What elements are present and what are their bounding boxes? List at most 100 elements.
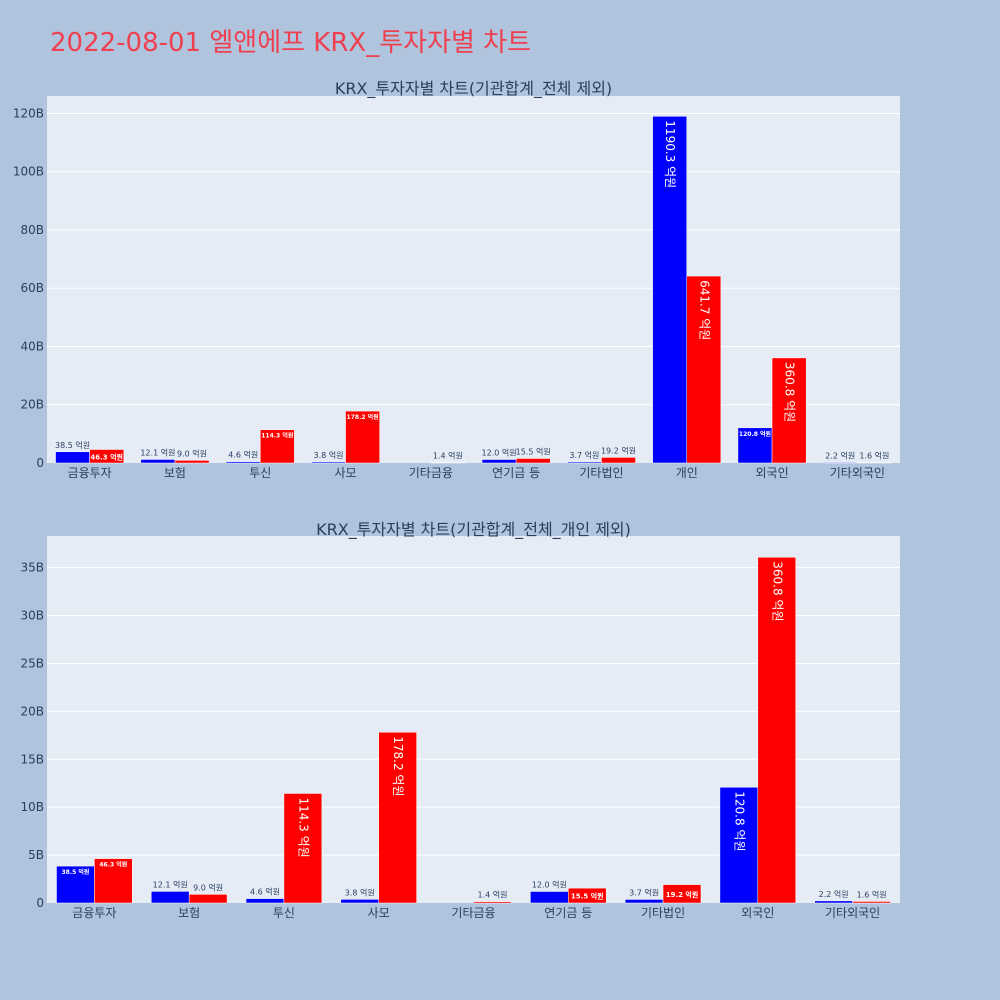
data-label: 46.3 억원 bbox=[99, 861, 127, 869]
x-tick-label: 기타외국인 bbox=[825, 906, 880, 920]
bar[interactable] bbox=[624, 899, 664, 904]
y-tick-label: 20B bbox=[20, 398, 44, 412]
x-tick-label: 금융투자 bbox=[68, 466, 112, 480]
bar[interactable] bbox=[771, 357, 807, 464]
data-label: 9.0 억원 bbox=[177, 448, 207, 458]
bar[interactable] bbox=[530, 891, 569, 904]
x-tick-label: 투신 bbox=[249, 466, 271, 480]
data-label: 9.0 억원 bbox=[193, 882, 223, 892]
data-label: 360.8 억원 bbox=[770, 561, 784, 621]
data-label: 1190.3 억원 bbox=[663, 120, 677, 188]
bar[interactable] bbox=[188, 894, 228, 904]
y-tick-label: 30B bbox=[20, 609, 44, 623]
y-tick-label: 120B bbox=[13, 106, 44, 120]
bar[interactable] bbox=[89, 449, 125, 464]
x-tick-label: 연기금 등 bbox=[492, 466, 540, 480]
y-tick-label: 10B bbox=[20, 800, 44, 814]
bar[interactable] bbox=[94, 858, 133, 904]
data-label: 1.4 억원 bbox=[477, 890, 507, 900]
x-tick-label: 기타금융 bbox=[451, 906, 495, 920]
data-label: 114.3 억원 bbox=[261, 432, 293, 440]
plot-area bbox=[47, 96, 900, 463]
data-label: 12.1 억원 bbox=[153, 879, 188, 889]
x-tick-label: 기타법인 bbox=[579, 466, 623, 480]
data-label: 3.8 억원 bbox=[345, 887, 375, 897]
data-label: 4.6 억원 bbox=[250, 887, 280, 897]
data-label: 120.8 억원 bbox=[739, 430, 771, 438]
y-tick-label: 20B bbox=[20, 704, 44, 718]
x-tick-label: 보험 bbox=[178, 906, 200, 920]
data-label: 2.2 억원 bbox=[819, 889, 849, 899]
data-label: 12.0 억원 bbox=[532, 880, 567, 890]
y-tick-label: 25B bbox=[20, 656, 44, 670]
data-label: 38.5 억원 bbox=[55, 440, 90, 450]
y-tick-label: 100B bbox=[13, 165, 44, 179]
y-tick-label: 60B bbox=[20, 281, 44, 295]
y-tick-label: 5B bbox=[28, 848, 44, 862]
bar[interactable] bbox=[662, 884, 702, 904]
bar[interactable] bbox=[686, 275, 722, 464]
data-label: 3.7 억원 bbox=[569, 450, 599, 460]
chart-title: KRX_투자자별 차트(기관합계_전체_개인 제외) bbox=[316, 520, 631, 540]
bar[interactable] bbox=[601, 457, 636, 464]
x-tick-label: 외국인 bbox=[741, 906, 774, 920]
data-label: 178.2 억원 bbox=[391, 736, 405, 796]
bar[interactable] bbox=[174, 460, 210, 464]
data-label: 1.6 억원 bbox=[857, 889, 887, 899]
data-label: 641.7 억원 bbox=[697, 280, 711, 340]
data-label: 19.2 억원 bbox=[666, 890, 699, 899]
bar[interactable] bbox=[814, 900, 853, 904]
bar[interactable] bbox=[719, 786, 759, 904]
x-tick-label: 사모 bbox=[368, 906, 390, 920]
bar[interactable] bbox=[568, 887, 607, 904]
bar[interactable] bbox=[340, 899, 379, 904]
data-label: 12.0 억원 bbox=[482, 448, 517, 458]
bar[interactable] bbox=[852, 901, 891, 904]
bar[interactable] bbox=[260, 429, 295, 464]
x-tick-label: 연기금 등 bbox=[544, 906, 592, 920]
data-label: 360.8 억원 bbox=[783, 362, 797, 422]
y-tick-label: 0 bbox=[36, 456, 44, 470]
data-label: 1.4 억원 bbox=[433, 451, 463, 461]
x-tick-label: 보험 bbox=[164, 466, 186, 480]
bar[interactable] bbox=[737, 427, 773, 464]
bar[interactable] bbox=[345, 410, 380, 464]
data-label: 4.6 억원 bbox=[228, 450, 258, 460]
data-label: 15.5 억원 bbox=[516, 446, 551, 456]
data-label: 120.8 억원 bbox=[732, 791, 746, 851]
x-tick-label: 사모 bbox=[335, 466, 357, 480]
x-tick-label: 개인 bbox=[676, 466, 698, 480]
x-tick-label: 기타외국인 bbox=[830, 466, 885, 480]
data-label: 38.5 억원 bbox=[61, 868, 89, 876]
x-tick-label: 금융투자 bbox=[72, 906, 116, 920]
page-title: 2022-08-01 엘앤에프 KRX_투자자별 차트 bbox=[50, 28, 532, 58]
y-tick-label: 40B bbox=[20, 339, 44, 353]
bar[interactable] bbox=[151, 891, 190, 904]
y-tick-label: 80B bbox=[20, 223, 44, 237]
bar[interactable] bbox=[283, 793, 323, 904]
x-tick-label: 외국인 bbox=[755, 466, 788, 480]
data-label: 114.3 억원 bbox=[296, 797, 310, 857]
bar[interactable] bbox=[652, 116, 688, 464]
data-label: 15.5 억원 bbox=[571, 892, 604, 901]
data-label: 46.3 억원 bbox=[90, 452, 123, 461]
y-tick-label: 15B bbox=[20, 752, 44, 766]
data-label: 3.7 억원 bbox=[629, 887, 659, 897]
data-label: 19.2 억원 bbox=[601, 445, 636, 455]
bar[interactable] bbox=[515, 458, 551, 464]
x-tick-label: 기타금융 bbox=[409, 466, 453, 480]
data-label: 2.2 억원 bbox=[825, 450, 855, 460]
y-tick-label: 0 bbox=[36, 896, 44, 910]
data-label: 3.8 억원 bbox=[313, 450, 343, 460]
data-label: 12.1 억원 bbox=[140, 447, 175, 457]
bar[interactable] bbox=[473, 901, 512, 904]
x-tick-label: 기타법인 bbox=[641, 906, 685, 920]
bar[interactable] bbox=[757, 557, 796, 904]
bar[interactable] bbox=[378, 731, 417, 904]
chart-title: KRX_투자자별 차트(기관합계_전체 제외) bbox=[335, 79, 612, 99]
investor-chart-all: 0 20B 40B 60B 80B 100B 120B KRX_투자자별 차트(기관합계_전체… bbox=[13, 79, 900, 480]
bar[interactable] bbox=[245, 898, 285, 904]
x-tick-label: 투신 bbox=[273, 906, 295, 920]
y-tick-label: 35B bbox=[20, 561, 44, 575]
